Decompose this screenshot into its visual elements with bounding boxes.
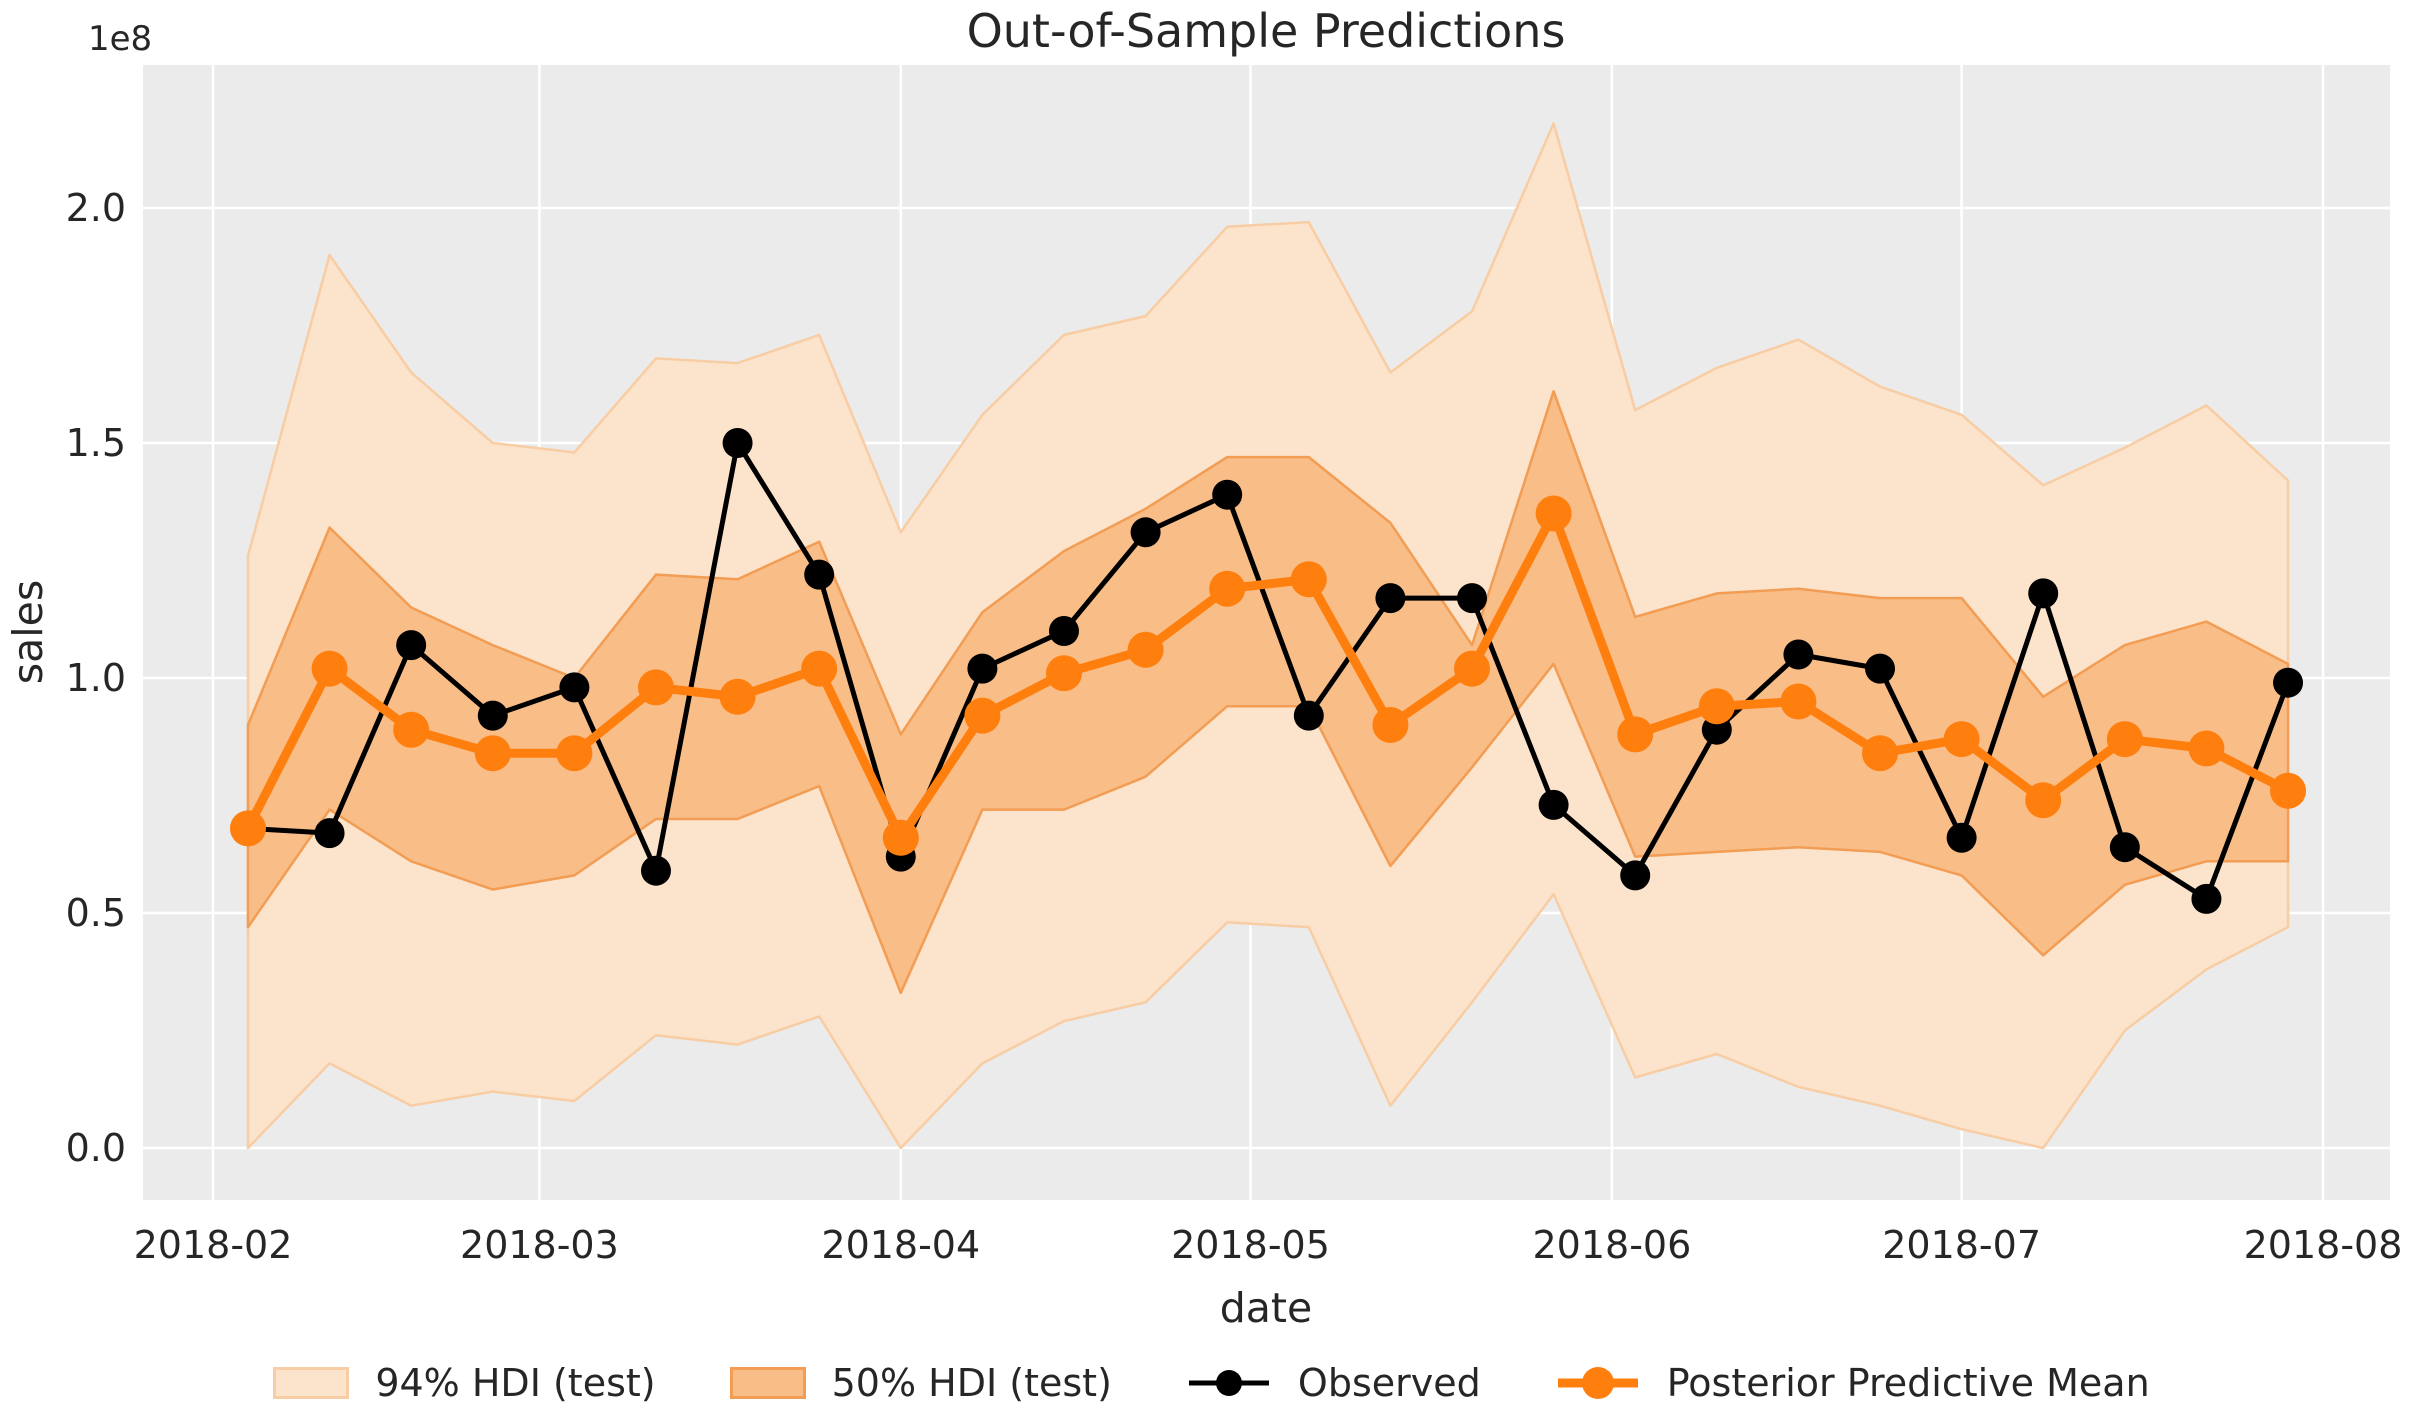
legend-label-94-hdi: 94% HDI (test) [375,1361,656,1405]
x-tick-label: 2018-04 [821,1223,980,1267]
y-axis-offset-label: 1e8 [88,19,152,59]
series-marker-posterior-mean [2188,730,2225,767]
series-marker-posterior-mean [393,711,430,748]
series-marker-posterior-mean [229,810,266,847]
series-marker-observed [1538,789,1569,820]
series-marker-posterior-mean [719,678,756,715]
series-marker-posterior-mean [1209,570,1246,607]
series-marker-posterior-mean [882,819,919,856]
series-marker-posterior-mean [1372,707,1409,743]
series-marker-posterior-mean [1698,688,1735,725]
y-tick-label: 1.5 [66,421,126,465]
chart-title: Out-of-Sample Predictions [967,4,1566,58]
series-marker-observed [2028,578,2059,609]
series-marker-observed [396,630,427,661]
series-marker-observed [1375,583,1406,614]
series-marker-observed [1620,860,1651,891]
y-tick-label: 2.0 [66,186,126,230]
series-marker-posterior-mean [2025,782,2062,819]
series-marker-observed [1783,639,1814,670]
legend-label-posterior-mean: Posterior Predictive Mean [1666,1361,2150,1405]
series-marker-observed [1048,616,1079,646]
plot-area: 2018-02 2018-03 2018-04 2018-05 2018-06 2018-… [66,65,2403,1267]
y-axis-label: sales [4,580,52,684]
x-tick-label: 2018-06 [1533,1223,1692,1267]
series-marker-posterior-mean [1617,716,1654,753]
series-marker-posterior-mean [1862,735,1899,772]
legend-item-50-hdi: 50% HDI (test) [729,1361,1112,1405]
series-marker-posterior-mean [637,669,674,706]
series-marker-observed [314,818,345,849]
series-marker-posterior-mean [1127,631,1164,668]
x-axis-label: date [1220,1284,1312,1332]
legend-item-94-hdi: 94% HDI (test) [273,1361,656,1405]
series-marker-observed [2109,832,2140,863]
series-marker-posterior-mean [964,697,1001,734]
series-marker-observed [1865,653,1896,684]
x-tick-label: 2018-08 [2244,1223,2403,1267]
y-tick-label: 1.0 [66,656,126,700]
legend-swatch-94-hdi-icon [273,1367,350,1399]
series-marker-posterior-mean [801,650,838,687]
y-tick-label: 0.5 [66,891,126,935]
series-marker-posterior-mean [1780,683,1817,720]
series-marker-posterior-mean [556,735,593,772]
legend-swatch-50-hdi-icon [729,1367,806,1399]
x-tick-label: 2018-07 [1882,1223,2041,1267]
series-marker-observed [1946,822,1977,853]
series-marker-posterior-mean [1290,561,1327,598]
x-tick-label: 2018-05 [1171,1223,1330,1267]
series-marker-observed [640,855,671,886]
series-marker-observed [804,559,835,590]
series-marker-observed [559,672,590,703]
series-line-observed [247,440,2291,902]
series-marker-observed [1457,583,1488,614]
x-tick-label: 2018-03 [460,1223,619,1267]
series-marker-posterior-mean [2106,721,2143,758]
series-marker-posterior-mean [474,735,511,772]
legend-marker-observed-icon [1188,1370,1269,1396]
series-marker-posterior-mean [1045,655,1082,692]
series-marker-observed [1130,517,1161,548]
series-marker-posterior-mean [2270,772,2307,809]
y-tick-label: 0.0 [66,1126,126,1170]
series-marker-observed [2273,667,2304,698]
legend-label-observed: Observed [1297,1361,1481,1405]
series-marker-posterior-mean [1454,650,1491,687]
series-marker-observed [477,700,508,731]
legend-marker-posterior-mean-icon [1557,1367,1638,1399]
series-marker-posterior-mean [1535,495,1572,532]
series-marker-posterior-mean [1943,721,1980,758]
legend-item-posterior-mean: Posterior Predictive Mean [1555,1361,2150,1405]
series-marker-observed [1293,700,1324,731]
band-50-hdi [246,390,2290,995]
x-tick-label: 2018-02 [134,1223,293,1267]
series-marker-posterior-mean [311,650,348,687]
series-marker-observed [2191,883,2222,914]
series-marker-observed [967,653,998,684]
legend-label-50-hdi: 50% HDI (test) [831,1361,1112,1405]
series-marker-observed [722,428,753,458]
legend-item-observed: Observed [1186,1361,1481,1405]
legend: 94% HDI (test) 50% HDI (test) Observed P… [0,1361,2423,1405]
series-marker-observed [1212,479,1243,510]
